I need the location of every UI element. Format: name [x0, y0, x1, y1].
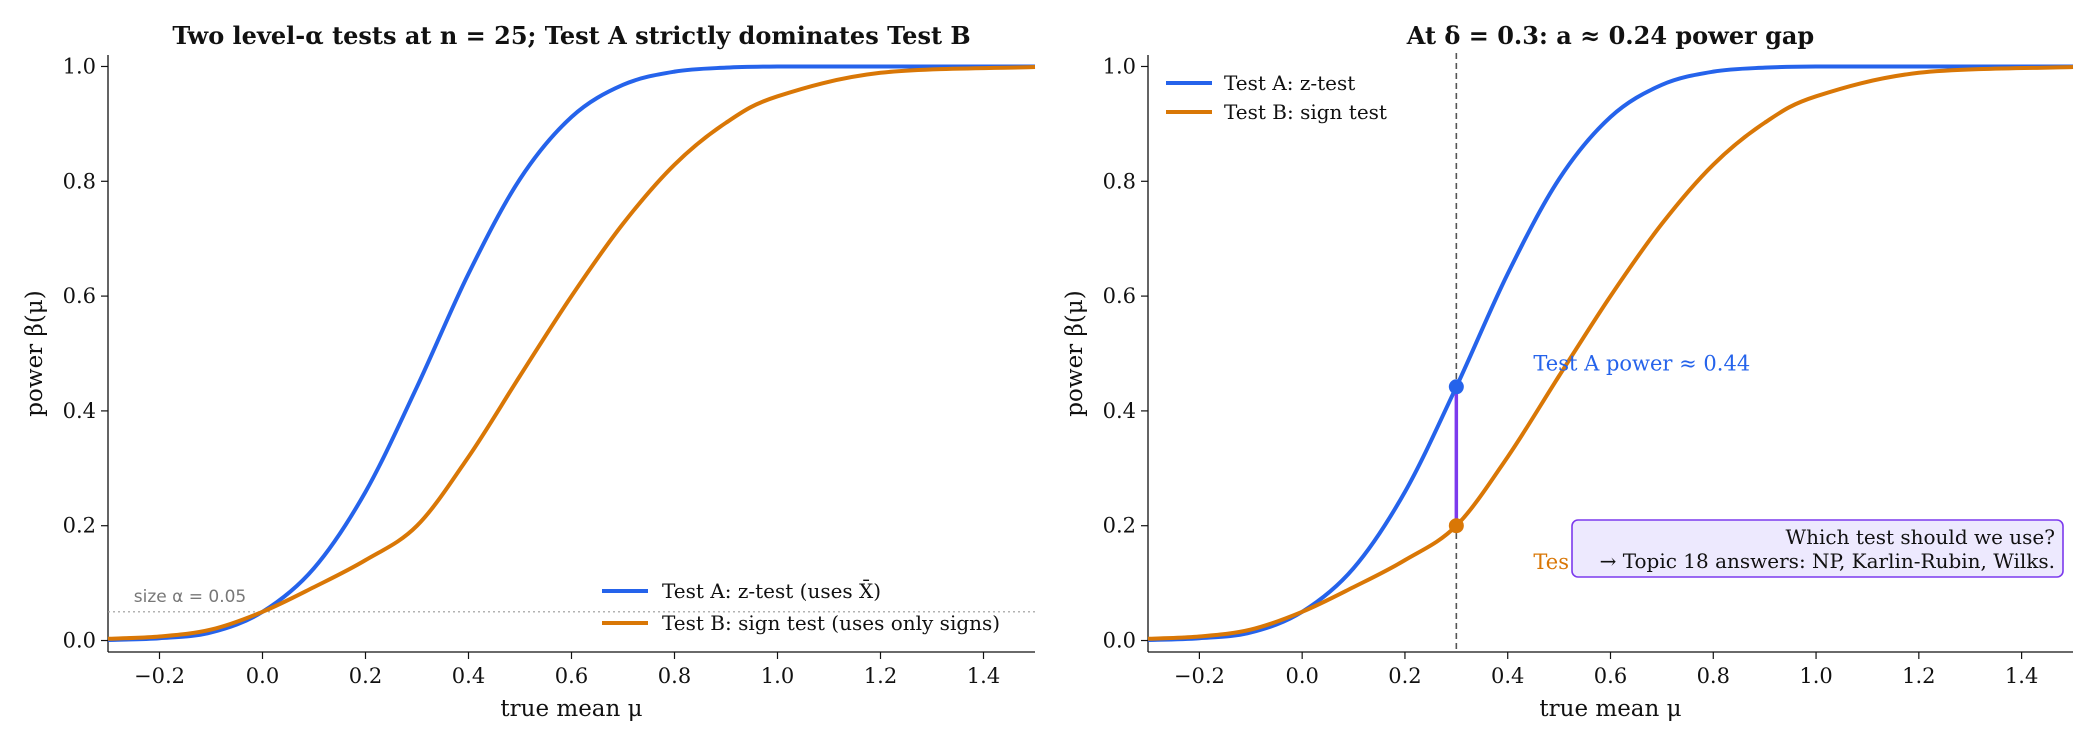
callout-line-1: Which test should we use? [1786, 525, 2055, 549]
x-tick-label: 0.6 [1594, 664, 1627, 688]
legend-label: Test A: z-test [1224, 71, 1355, 95]
chart-title: At δ = 0.3: a ≈ 0.24 power gap [1406, 21, 1814, 50]
y-tick-label: 0.0 [63, 629, 96, 653]
legend-label: Test A: z-test (uses X̄) [662, 578, 881, 603]
y-tick-label: 1.0 [1103, 54, 1136, 78]
y-tick-label: 0.2 [1103, 514, 1136, 538]
x-tick-label: 1.4 [967, 664, 1000, 688]
x-tick-label: 0.0 [246, 664, 279, 688]
x-tick-label: 0.8 [1697, 664, 1730, 688]
x-tick-label: 0.4 [1491, 664, 1524, 688]
y-tick-label: 0.4 [1103, 399, 1136, 423]
y-tick-label: 0.4 [63, 399, 96, 423]
x-tick-label: 1.4 [2005, 664, 2038, 688]
left-panel: Two level-α tests at n = 25; Test A stri… [22, 21, 1036, 722]
y-tick-label: 0.0 [1103, 629, 1136, 653]
chart-title: Two level-α tests at n = 25; Test A stri… [172, 21, 970, 50]
point-test-b-power [1448, 518, 1464, 534]
x-tick-label: 0.4 [452, 664, 485, 688]
y-axis-label: power β(μ) [22, 290, 48, 416]
x-tick-label: 1.0 [1799, 664, 1832, 688]
y-tick-label: 0.6 [63, 284, 96, 308]
series-line-test-b [107, 65, 1036, 641]
legend-label: Test B: sign test [1224, 100, 1387, 124]
x-tick-label: 0.2 [1388, 664, 1421, 688]
series-line-test-a [107, 64, 1035, 642]
callout-line-2: → Topic 18 answers: NP, Karlin-Rubin, Wi… [1600, 549, 2055, 573]
x-axis-label: true mean μ [1539, 696, 1681, 722]
callout-box [1571, 519, 2064, 578]
test-b-power-annotation: Tes [1533, 550, 1569, 574]
x-axis-label: true mean μ [500, 696, 642, 722]
test-a-power-annotation: Test A power ≈ 0.44 [1533, 352, 1750, 376]
point-test-a-power [1448, 379, 1464, 395]
x-tick-label: −0.2 [1174, 664, 1225, 688]
y-tick-label: 0.6 [1103, 284, 1136, 308]
y-tick-label: 0.8 [1103, 169, 1136, 193]
right-panel: At δ = 0.3: a ≈ 0.24 power gap −0.2 0.0 0.2… [1062, 21, 2074, 722]
x-tick-label: 0.2 [349, 664, 382, 688]
x-tick-label: −0.2 [134, 664, 185, 688]
legend-label: Test B: sign test (uses only signs) [662, 611, 1000, 635]
y-tick-label: 0.8 [63, 169, 96, 193]
series-line-test-b [1147, 65, 2074, 641]
x-tick-label: 0.0 [1285, 664, 1318, 688]
y-axis-label: power β(μ) [1062, 290, 1088, 416]
y-tick-label: 1.0 [63, 54, 96, 78]
x-tick-label: 0.8 [658, 664, 691, 688]
y-tick-label: 0.2 [63, 514, 96, 538]
size-alpha-label: size α = 0.05 [134, 587, 246, 607]
x-tick-label: 0.6 [555, 664, 588, 688]
x-tick-label: 1.2 [1902, 664, 1935, 688]
x-tick-label: 1.0 [761, 664, 794, 688]
x-tick-label: 1.2 [864, 664, 897, 688]
